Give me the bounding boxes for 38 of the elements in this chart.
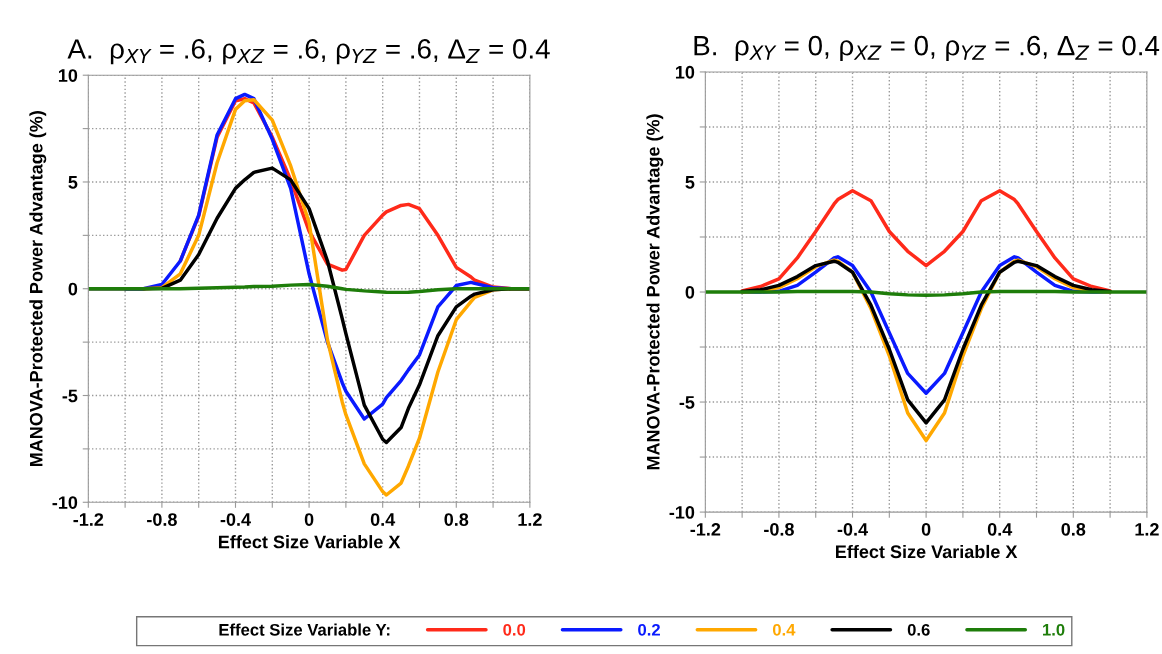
x-tick-label: 0.4 xyxy=(987,522,1013,536)
y-tick-label: 10 xyxy=(58,69,78,82)
y-tick-label: -5 xyxy=(62,389,78,403)
legend-label: 0.0 xyxy=(503,623,526,636)
legend-label: 0.4 xyxy=(772,623,796,636)
y-tick-label: 0 xyxy=(68,282,78,296)
legend-label: 0.2 xyxy=(638,623,660,636)
x-tick-label: 0.8 xyxy=(444,513,469,526)
x-axis-title: Effect Size Variable X xyxy=(836,544,1018,559)
x-tick-label: -1.2 xyxy=(73,513,104,526)
line-series xyxy=(740,189,1112,293)
y-tick-label: -10 xyxy=(669,506,695,519)
y-tick-label: -10 xyxy=(52,496,78,509)
x-tick-label: 1.2 xyxy=(518,513,542,526)
y-tick-label: -5 xyxy=(679,396,695,409)
y-tick-label: 5 xyxy=(685,176,695,189)
x-tick-label: -0.4 xyxy=(220,513,251,526)
x-tick-label: 0.4 xyxy=(370,513,396,526)
x-tick-label: 0 xyxy=(921,522,931,536)
legend-label: 1.0 xyxy=(1043,623,1065,636)
x-tick-label: 1.2 xyxy=(1135,522,1159,536)
legend-title: Effect Size Variable Y: xyxy=(219,623,390,636)
x-tick-label: 0.8 xyxy=(1061,522,1086,536)
legend-label: 0.6 xyxy=(907,623,930,636)
y-axis-title: MANOVA-Protected Power Advantage (%) xyxy=(646,114,664,470)
chart-title: B. ρ$_{XY}$ = 0, ρ$_{XZ}$ = 0, ρ$_{YZ}$ = .6, Δ$_{Z}$ = 0.4 xyxy=(694,35,1160,61)
x-tick-label: -1.2 xyxy=(690,522,721,536)
y-tick-label: 0 xyxy=(685,285,695,299)
x-tick-label: -0.4 xyxy=(837,522,868,536)
y-tick-label: 5 xyxy=(68,176,78,189)
x-tick-label: 0 xyxy=(304,513,314,526)
line-series xyxy=(88,282,530,295)
x-axis-title: Effect Size Variable X xyxy=(218,535,401,549)
y-tick-label: 10 xyxy=(675,65,695,79)
x-tick-label: -0.8 xyxy=(147,513,177,526)
y-axis-title: MANOVA-Protected Power Advantage (%) xyxy=(29,111,47,467)
x-tick-label: -0.8 xyxy=(764,522,794,536)
chart-title: A. ρ$_{XY}$ = .6, ρ$_{XZ}$ = .6, ρ$_{YZ}$ = .6, Δ$_{Z}$ = 0.4 xyxy=(67,39,550,65)
